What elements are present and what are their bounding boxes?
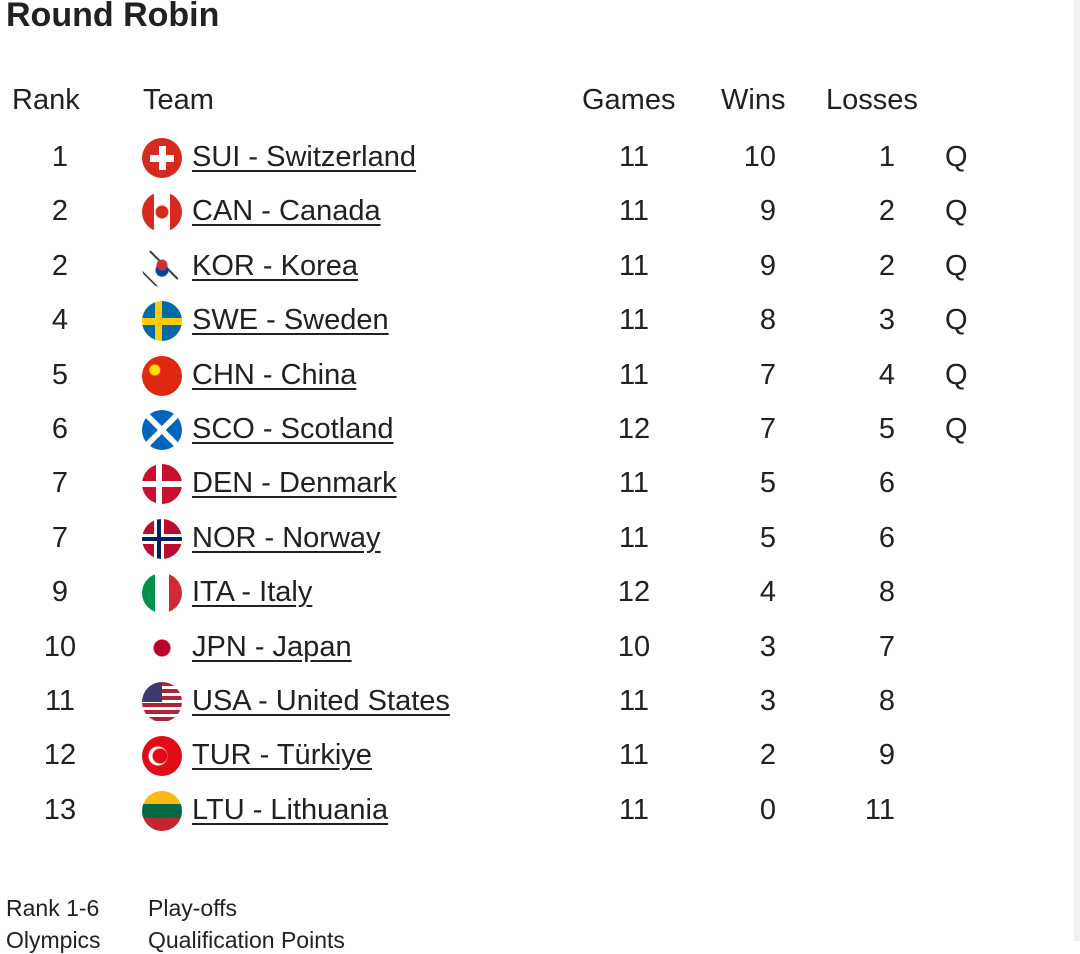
- games: 12: [617, 413, 651, 445]
- wins: 2: [759, 739, 776, 772]
- losses: 8: [878, 685, 895, 717]
- losses: 1: [878, 141, 895, 173]
- rank: 10: [43, 630, 77, 663]
- team-link[interactable]: TUR - Türkiye: [192, 739, 372, 772]
- wins: 8: [759, 304, 776, 337]
- wins: 7: [759, 413, 776, 445]
- wins: 4: [759, 576, 776, 609]
- status: Q: [945, 141, 968, 173]
- wins: 3: [759, 685, 776, 717]
- rank: 11: [44, 685, 76, 717]
- team-link[interactable]: SWE - Sweden: [192, 304, 389, 337]
- column-header: Wins: [721, 84, 786, 116]
- status: Q: [945, 358, 968, 391]
- losses: 6: [878, 521, 895, 554]
- losses: 3: [878, 304, 895, 337]
- team-link[interactable]: NOR - Norway: [192, 521, 381, 554]
- games: 11: [618, 521, 650, 554]
- wins: 9: [759, 249, 776, 282]
- games: 12: [617, 576, 651, 609]
- games: 11: [618, 141, 650, 173]
- flag-icon: [142, 790, 182, 831]
- games: 11: [618, 358, 650, 391]
- flag-icon: [142, 410, 182, 450]
- status: Q: [945, 413, 968, 445]
- rank: 2: [51, 195, 69, 228]
- scroll-edge: [1074, 0, 1080, 941]
- team-link[interactable]: KOR - Korea: [192, 249, 358, 282]
- rank: 7: [51, 467, 69, 500]
- team-link[interactable]: JPN - Japan: [192, 630, 352, 663]
- flag-icon: [142, 246, 182, 287]
- flag-icon: [142, 138, 182, 178]
- losses: 2: [878, 195, 895, 228]
- team-link[interactable]: ITA - Italy: [192, 576, 313, 609]
- team-link[interactable]: CAN - Canada: [192, 195, 381, 228]
- team-link[interactable]: LTU - Lithuania: [192, 793, 389, 826]
- losses: 9: [878, 739, 895, 772]
- rank: 5: [51, 358, 69, 391]
- rank: 6: [51, 413, 69, 445]
- wins: 0: [759, 793, 776, 826]
- status: Q: [945, 249, 968, 282]
- team-link[interactable]: SCO - Scotland: [192, 413, 394, 445]
- status: Q: [945, 304, 968, 337]
- wins: 7: [759, 358, 776, 391]
- column-header: Rank: [12, 84, 80, 116]
- wins: 5: [759, 467, 776, 500]
- status: Q: [945, 195, 968, 228]
- flag-icon: [142, 301, 182, 342]
- losses: 6: [878, 467, 895, 500]
- flag-icon: [142, 464, 182, 505]
- column-header: Games: [582, 84, 676, 116]
- rank: 13: [43, 793, 77, 826]
- wins: 5: [759, 521, 776, 554]
- flag-icon: [142, 627, 182, 668]
- losses: 2: [878, 249, 895, 282]
- column-header: Losses: [826, 84, 918, 116]
- wins: 10: [743, 141, 776, 173]
- flag-icon: [142, 355, 182, 396]
- games: 11: [618, 249, 650, 282]
- legend-key: Rank 1-6: [6, 895, 100, 921]
- flag-icon: [142, 736, 182, 777]
- games: 11: [618, 467, 650, 500]
- games: 11: [618, 304, 650, 337]
- title: Round Robin: [6, 0, 220, 34]
- losses: 11: [864, 793, 895, 826]
- losses: 4: [878, 358, 895, 391]
- games: 11: [618, 685, 650, 717]
- games: 11: [618, 793, 650, 826]
- rank: 4: [51, 304, 69, 337]
- flag-icon: [142, 518, 182, 559]
- losses: 8: [878, 576, 895, 609]
- team-link[interactable]: CHN - China: [192, 358, 357, 391]
- games: 11: [618, 195, 650, 228]
- legend-label: Play-offs: [148, 895, 238, 921]
- wins: 3: [759, 630, 776, 663]
- rank: 1: [51, 141, 69, 173]
- rank: 9: [51, 576, 69, 609]
- rank: 12: [43, 739, 77, 772]
- team-link[interactable]: USA - United States: [192, 685, 450, 717]
- flag-icon: [142, 573, 182, 614]
- column-header: Team: [143, 84, 214, 116]
- team-link[interactable]: SUI - Switzerland: [192, 141, 417, 173]
- flag-icon: [142, 192, 182, 233]
- games: 11: [618, 739, 650, 772]
- losses: 5: [878, 413, 895, 445]
- rank: 2: [51, 249, 69, 282]
- team-link[interactable]: DEN - Denmark: [192, 467, 397, 500]
- games: 10: [617, 630, 651, 663]
- wins: 9: [759, 195, 776, 228]
- flag-icon: [142, 682, 182, 722]
- losses: 7: [878, 630, 895, 663]
- rank: 7: [51, 521, 69, 554]
